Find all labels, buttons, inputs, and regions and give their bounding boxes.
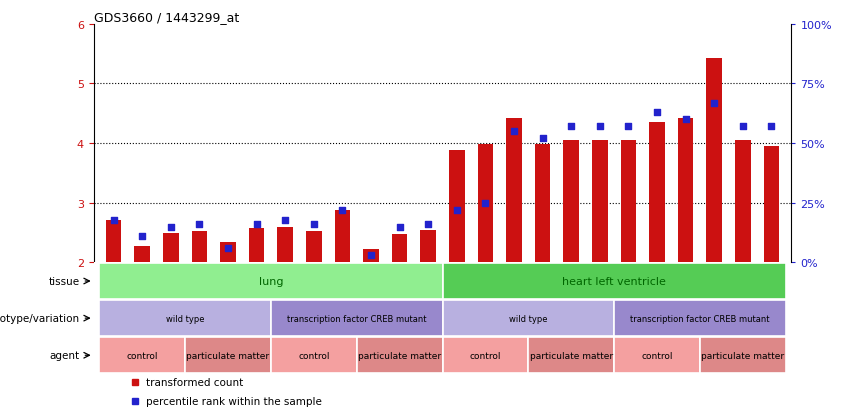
Text: transcription factor CREB mutant: transcription factor CREB mutant — [287, 314, 426, 323]
Bar — [306, 232, 322, 263]
Bar — [248, 229, 265, 263]
Text: percentile rank within the sample: percentile rank within the sample — [146, 396, 322, 406]
Point — [107, 217, 121, 223]
Point — [764, 124, 778, 131]
Bar — [735, 140, 751, 263]
Bar — [443, 301, 614, 336]
Bar — [106, 220, 122, 263]
Bar — [334, 211, 351, 263]
Bar — [506, 119, 522, 263]
Bar — [100, 337, 186, 373]
Bar — [100, 263, 443, 299]
Bar — [391, 234, 408, 263]
Text: control: control — [470, 351, 501, 360]
Bar — [420, 230, 436, 263]
Point — [450, 207, 464, 214]
Text: genotype/variation: genotype/variation — [0, 313, 80, 323]
Text: control: control — [127, 351, 158, 360]
Text: particulate matter: particulate matter — [529, 351, 613, 360]
Bar — [271, 337, 357, 373]
Text: particulate matter: particulate matter — [701, 351, 785, 360]
Bar — [614, 301, 785, 336]
Point — [736, 124, 750, 131]
Bar — [357, 337, 443, 373]
Text: transformed count: transformed count — [146, 377, 243, 387]
Text: control: control — [298, 351, 329, 360]
Bar — [100, 301, 271, 336]
Bar — [186, 337, 271, 373]
Bar — [706, 59, 722, 263]
Text: wild type: wild type — [166, 314, 204, 323]
Point — [593, 124, 607, 131]
Bar — [271, 301, 443, 336]
Point — [393, 224, 407, 230]
Bar — [477, 145, 494, 263]
Bar — [528, 337, 614, 373]
Point — [564, 124, 578, 131]
Bar — [649, 122, 665, 263]
Text: particulate matter: particulate matter — [358, 351, 441, 360]
Bar — [220, 242, 236, 263]
Point — [478, 200, 492, 206]
Bar — [534, 145, 551, 263]
Text: lung: lung — [259, 276, 283, 286]
Point — [192, 221, 206, 228]
Text: control: control — [642, 351, 673, 360]
Text: tissue: tissue — [49, 276, 80, 286]
Point — [421, 221, 435, 228]
Bar — [592, 140, 608, 263]
Point — [335, 207, 349, 214]
Bar — [449, 151, 465, 263]
Point — [135, 233, 149, 240]
Bar — [443, 263, 785, 299]
Point — [307, 221, 321, 228]
Point — [707, 100, 721, 107]
Text: agent: agent — [49, 350, 80, 361]
Bar — [763, 146, 780, 263]
Text: wild type: wild type — [509, 314, 547, 323]
Point — [507, 128, 521, 135]
Point — [164, 224, 178, 230]
Point — [250, 221, 264, 228]
Point — [621, 124, 635, 131]
Text: heart left ventricle: heart left ventricle — [563, 276, 666, 286]
Bar — [277, 227, 293, 263]
Point — [650, 109, 664, 116]
Text: GDS3660 / 1443299_at: GDS3660 / 1443299_at — [94, 11, 239, 24]
Bar — [363, 250, 379, 263]
Point — [679, 117, 693, 123]
Bar — [677, 119, 694, 263]
Bar — [614, 337, 700, 373]
Bar — [620, 140, 637, 263]
Bar — [134, 246, 150, 263]
Bar — [700, 337, 785, 373]
Bar — [443, 337, 528, 373]
Point — [536, 136, 550, 142]
Bar — [191, 232, 208, 263]
Point — [364, 252, 378, 259]
Bar — [563, 140, 579, 263]
Bar — [163, 233, 179, 263]
Point — [221, 245, 235, 252]
Text: transcription factor CREB mutant: transcription factor CREB mutant — [630, 314, 769, 323]
Point — [278, 217, 292, 223]
Text: particulate matter: particulate matter — [186, 351, 270, 360]
